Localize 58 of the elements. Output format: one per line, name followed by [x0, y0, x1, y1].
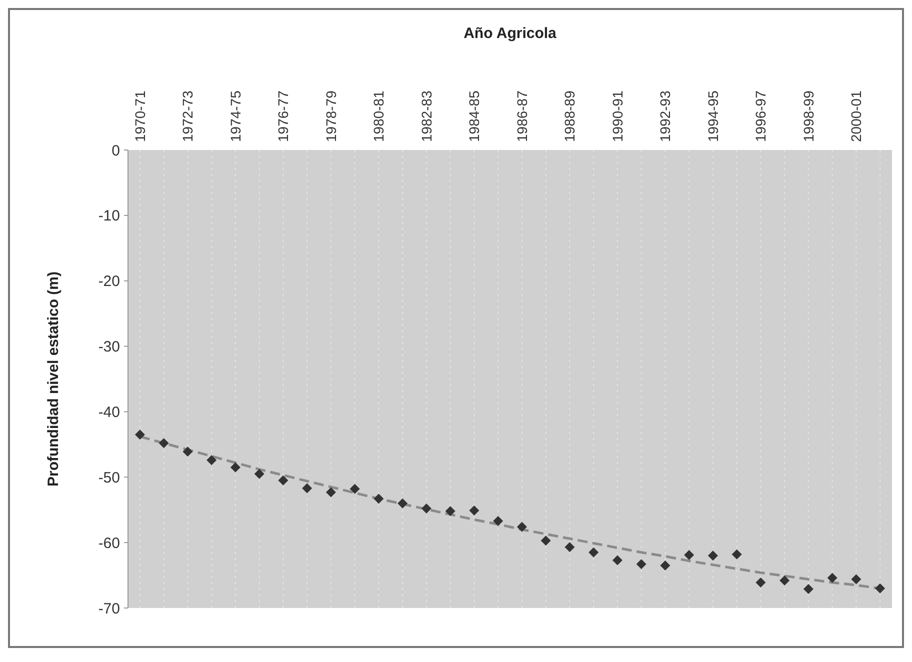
point	[851, 574, 862, 584]
point	[516, 522, 527, 532]
point	[182, 446, 193, 457]
point	[158, 438, 169, 448]
x-tick-label: 1982-83	[418, 90, 434, 142]
point	[636, 559, 646, 570]
x-tick-label: 1978-79	[322, 90, 339, 142]
x-tick-label: 1996-97	[752, 90, 769, 142]
point	[278, 475, 288, 486]
y-tick-label: -10	[98, 208, 120, 225]
point	[134, 430, 145, 440]
point	[398, 498, 408, 508]
x-tick-label: 1988-89	[562, 90, 578, 142]
point	[875, 583, 886, 594]
y-tick-label: -20	[98, 273, 120, 290]
point	[493, 516, 504, 526]
x-tick-label: 1990-91	[609, 90, 626, 142]
point	[612, 555, 622, 566]
x-tick-label: 1998-99	[800, 90, 816, 142]
y-tick-label: -50	[98, 469, 120, 486]
point	[827, 572, 838, 583]
y-tick-label: -60	[98, 534, 120, 552]
point	[803, 584, 814, 594]
point	[302, 483, 312, 494]
y-tick-label: -70	[98, 600, 120, 618]
y-tick-label: 0	[112, 142, 120, 160]
x-tick-label: 1984-85	[466, 90, 482, 142]
y-axis-title: Profundidad nivel estatico (m)	[45, 271, 62, 487]
point	[421, 504, 432, 514]
point	[350, 484, 360, 494]
point	[564, 542, 575, 552]
point	[254, 468, 264, 479]
point	[588, 547, 599, 558]
point	[756, 577, 766, 588]
point	[374, 494, 384, 504]
x-tick-label: 1976-77	[275, 90, 292, 142]
x-tick-label: 1974-75	[227, 90, 244, 142]
x-tick-label: 1986-87	[514, 90, 530, 142]
point	[708, 550, 718, 561]
x-tick-label: 1992-93	[657, 90, 674, 142]
x-tick-label: 1980-81	[370, 90, 387, 142]
point	[445, 506, 456, 516]
point	[780, 576, 790, 586]
point	[326, 487, 336, 498]
point	[206, 455, 217, 466]
point	[540, 536, 551, 546]
y-tick-label: -40	[98, 404, 120, 421]
x-axis-title: Año Agricola	[464, 25, 558, 42]
point	[732, 549, 742, 560]
point	[684, 550, 694, 560]
x-tick-label: 1970-71	[132, 90, 148, 142]
point	[660, 560, 670, 570]
point	[230, 462, 240, 472]
point	[469, 506, 480, 516]
x-tick-label: 1994-95	[704, 90, 721, 142]
x-tick-label: 2000-01	[848, 90, 864, 142]
y-tick-label: -30	[98, 338, 120, 356]
x-tick-label: 1972-73	[180, 90, 196, 142]
